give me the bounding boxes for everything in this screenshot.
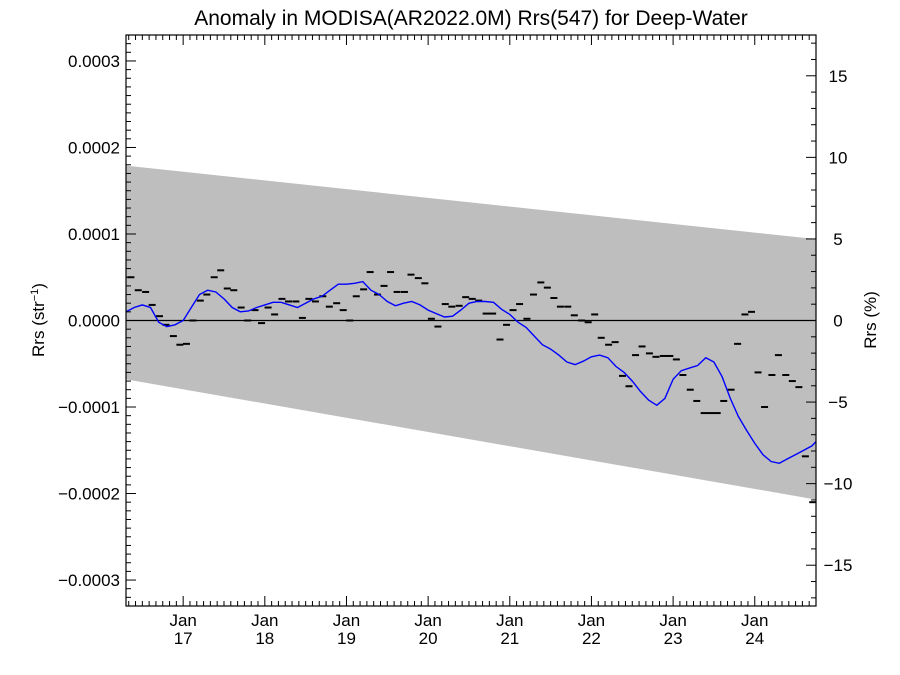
y-tick-label-right: 5: [833, 230, 842, 249]
x-tick-label-year: 21: [500, 629, 519, 648]
y-tick-label-right: 10: [829, 148, 848, 167]
x-tick-label-year: 23: [664, 629, 683, 648]
y-tick-label-right: −15: [824, 556, 853, 575]
y-tick-label-left: −0.0001: [58, 398, 120, 417]
band-area: [126, 165, 816, 500]
y-tick-label-right: 15: [829, 67, 848, 86]
y-tick-label-left: 0.0002: [68, 138, 120, 157]
chart-title: Anomaly in MODISA(AR2022.0M) Rrs(547) fo…: [194, 7, 748, 30]
y-axis-right: 15 10 5 0 −5 −10 −15: [806, 42, 853, 599]
y-tick-label-right: −10: [824, 475, 853, 494]
x-tick-label-month: Jan: [169, 611, 196, 630]
x-tick-label-year: 19: [337, 629, 356, 648]
smoothed-series: [125, 280, 817, 465]
x-tick-label-month: Jan: [414, 611, 441, 630]
x-tick-label-month: Jan: [251, 611, 278, 630]
x-tick-label-year: 24: [745, 629, 764, 648]
y-tick-label-left: −0.0002: [58, 485, 120, 504]
y-tick-label-left: −0.0003: [58, 571, 120, 590]
y-axis-right-title: Rrs (%): [861, 291, 880, 349]
x-tick-label-year: 18: [255, 629, 274, 648]
uncertainty-band: [126, 165, 816, 500]
y-axis-left-title-main: Rrs (str: [29, 301, 48, 357]
y-tick-label-left: 0.0000: [68, 312, 120, 331]
y-tick-label-right: −5: [828, 393, 847, 412]
y-tick-label-left: 0.0001: [68, 225, 120, 244]
y-axis-left: 0.0003 0.0002 0.0001 0.0000 −0.0001 −0.0002 −0…: [58, 34, 136, 607]
y-tick-label-right: 0: [833, 312, 842, 331]
y-axis-left-title: Rrs (str−1): [29, 283, 48, 357]
x-tick-label-month: Jan: [496, 611, 523, 630]
y-axis-left-title-sup: −1: [29, 289, 41, 302]
x-tick-label-month: Jan: [741, 611, 768, 630]
x-tick-label-month: Jan: [659, 611, 686, 630]
x-tick-label-year: 22: [582, 629, 601, 648]
smoothed-line: [125, 280, 817, 465]
x-tick-label-month: Jan: [578, 611, 605, 630]
x-tick-label-year: 17: [174, 629, 193, 648]
x-tick-label-month: Jan: [333, 611, 360, 630]
y-tick-label-left: 0.0003: [68, 52, 120, 71]
y-axis-left-title-close: ): [29, 283, 48, 289]
x-tick-label-year: 20: [419, 629, 438, 648]
